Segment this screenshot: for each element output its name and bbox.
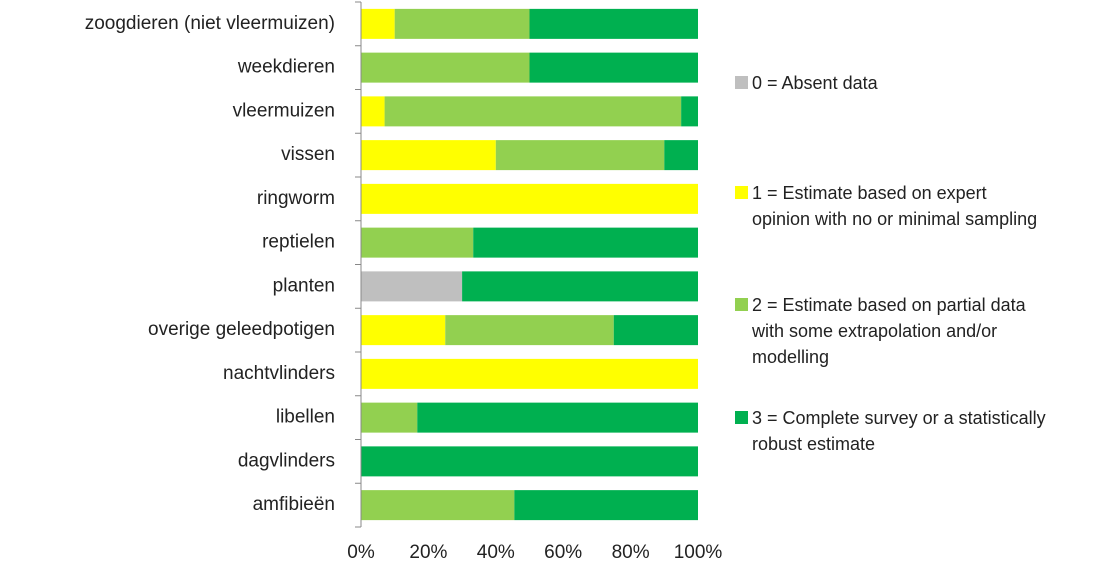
y-tick-label: dagvlinders [238, 450, 335, 471]
legend-swatch [735, 186, 748, 199]
y-tick-label: overige geleedpotigen [148, 319, 335, 340]
legend-label: 0 = Absent data [752, 73, 878, 93]
y-tick-label: reptielen [262, 232, 335, 253]
bar-segment [417, 402, 698, 433]
legend-swatch [735, 298, 748, 311]
bar-segment [529, 8, 698, 39]
y-tick-label: zoogdieren (niet vleermuizen) [85, 13, 335, 34]
y-tick-label: nachtvlinders [223, 363, 335, 384]
bar-segment [514, 490, 698, 521]
bar-segment [361, 446, 698, 477]
x-tick-label: 0% [347, 542, 375, 563]
bar-segment [361, 96, 385, 127]
y-tick-label: weekdieren [237, 57, 335, 78]
y-tick-label: amfibieën [253, 494, 335, 515]
legend-label: 3 = Complete survey or a statistically r… [752, 408, 1046, 454]
x-tick-label: 40% [477, 542, 515, 563]
y-tick-label: ringworm [257, 188, 335, 209]
bar-segment [361, 52, 530, 83]
legend-label: 1 = Estimate based on expert opinion wit… [752, 183, 1038, 229]
bar-segment [529, 52, 698, 83]
bar-segment [361, 358, 698, 389]
bar-segment [361, 227, 474, 258]
bar-segment [445, 315, 614, 346]
bar-segment [361, 271, 463, 302]
x-tick-label: 60% [544, 542, 582, 563]
y-tick-label: libellen [276, 407, 335, 428]
x-tick-label: 80% [612, 542, 650, 563]
bar-segment [361, 402, 418, 433]
legend-swatch [735, 411, 748, 424]
bar-segment [361, 183, 698, 214]
bar-segment [361, 490, 515, 521]
bar-segment [462, 271, 698, 302]
legend-swatch [735, 76, 748, 89]
bar-segment [361, 140, 496, 171]
bar-segment [664, 140, 698, 171]
y-tick-label: vleermuizen [233, 100, 335, 121]
bar-segment [361, 8, 395, 39]
y-tick-label: vissen [281, 144, 335, 165]
bar-segment [613, 315, 698, 346]
x-tick-label: 20% [409, 542, 447, 563]
bar-segment [495, 140, 665, 171]
bar-segment [361, 315, 446, 346]
legend-label: 2 = Estimate based on partial data with … [752, 295, 1026, 367]
bar-segment [384, 96, 682, 127]
bar-segment [394, 8, 530, 39]
x-tick-label: 100% [674, 542, 723, 563]
y-tick-label: planten [273, 275, 335, 296]
bar-segment [473, 227, 698, 258]
bar-segment [681, 96, 698, 127]
